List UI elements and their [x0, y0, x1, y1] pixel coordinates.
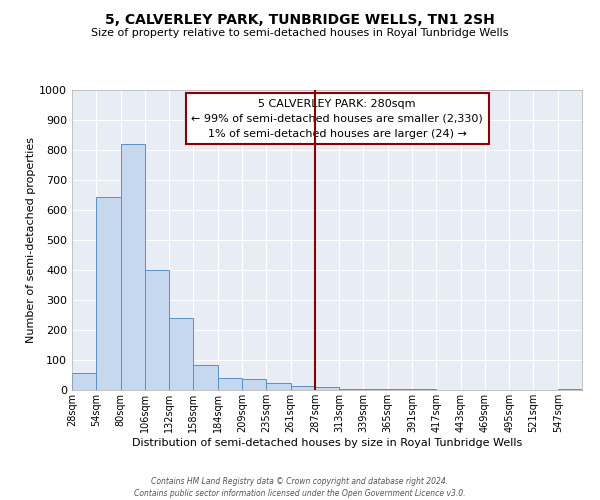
Bar: [242, 379, 266, 390]
Bar: [72, 373, 96, 390]
Text: 5 CALVERLEY PARK: 280sqm
← 99% of semi-detached houses are smaller (2,330)
1% of: 5 CALVERLEY PARK: 280sqm ← 99% of semi-d…: [191, 99, 483, 138]
Bar: [290, 386, 315, 390]
Bar: [145, 270, 169, 390]
X-axis label: Distribution of semi-detached houses by size in Royal Tunbridge Wells: Distribution of semi-detached houses by …: [132, 438, 522, 448]
Bar: [364, 388, 388, 390]
Text: Size of property relative to semi-detached houses in Royal Tunbridge Wells: Size of property relative to semi-detach…: [91, 28, 509, 38]
Bar: [266, 384, 290, 390]
Bar: [315, 387, 339, 390]
Bar: [193, 365, 218, 390]
Text: 5, CALVERLEY PARK, TUNBRIDGE WELLS, TN1 2SH: 5, CALVERLEY PARK, TUNBRIDGE WELLS, TN1 …: [105, 12, 495, 26]
Bar: [218, 378, 242, 390]
Text: Contains HM Land Registry data © Crown copyright and database right 2024.
Contai: Contains HM Land Registry data © Crown c…: [134, 476, 466, 498]
Bar: [96, 196, 121, 390]
Bar: [388, 388, 412, 390]
Bar: [339, 388, 364, 390]
Y-axis label: Number of semi-detached properties: Number of semi-detached properties: [26, 137, 37, 343]
Bar: [121, 144, 145, 390]
Bar: [169, 318, 193, 390]
